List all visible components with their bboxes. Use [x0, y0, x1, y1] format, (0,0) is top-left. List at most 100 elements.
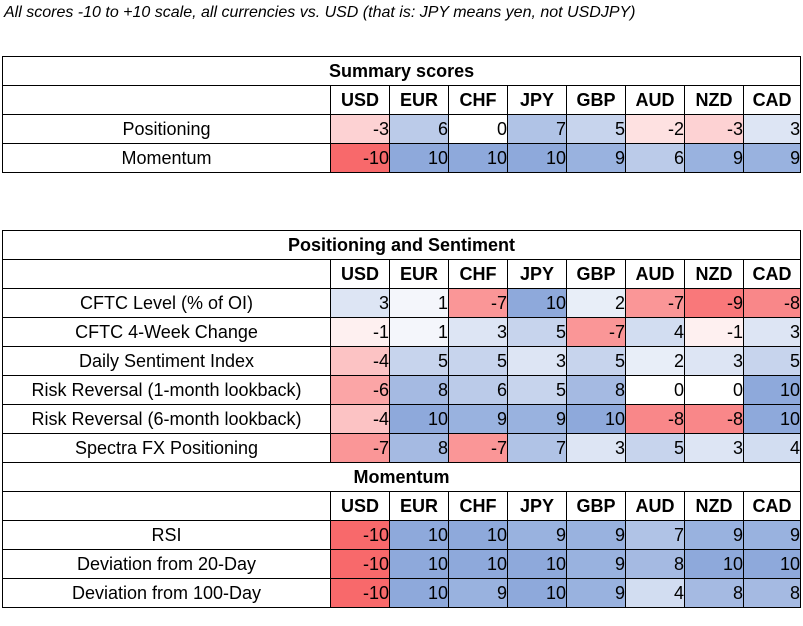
score-cell-aud: 2	[625, 346, 685, 376]
summary-scores-table: Summary scores USD EUR CHF JPY GBP AUD NZD CAD …	[1, 56, 802, 173]
score-cell-usd: -10	[330, 578, 390, 608]
score-cell-eur: 1	[389, 317, 449, 347]
currency-header-usd: USD	[330, 85, 390, 115]
score-cell-gbp: 3	[566, 433, 626, 463]
score-cell-chf: 3	[448, 317, 508, 347]
score-cell-nzd: -8	[684, 404, 744, 434]
table-row: CFTC 4-Week Change -1 1 3 5 -7 4 -1 3	[2, 317, 802, 347]
score-cell-aud: -8	[625, 404, 685, 434]
positioning-currency-header: USD EUR CHF JPY GBP AUD NZD CAD	[2, 259, 802, 289]
score-cell-jpy: 7	[507, 114, 567, 144]
score-cell-jpy: 3	[507, 346, 567, 376]
score-cell-nzd: 0	[684, 375, 744, 405]
score-cell-eur: 6	[389, 114, 449, 144]
currency-header-usd: USD	[330, 491, 390, 521]
score-cell-chf: 10	[448, 143, 508, 173]
currency-header-nzd: NZD	[684, 491, 744, 521]
score-cell-aud: -2	[625, 114, 685, 144]
score-cell-jpy: 9	[507, 404, 567, 434]
score-cell-cad: 5	[742, 346, 802, 376]
score-cell-usd: -6	[330, 375, 390, 405]
score-cell-gbp: 9	[566, 520, 626, 550]
score-cell-eur: 10	[389, 549, 449, 579]
score-cell-gbp: 9	[566, 549, 626, 579]
score-cell-cad: 3	[742, 317, 802, 347]
score-cell-usd: -10	[330, 143, 390, 173]
score-cell-gbp: 9	[566, 578, 626, 608]
score-cell-cad: 4	[742, 433, 802, 463]
row-label: Daily Sentiment Index	[2, 346, 331, 376]
row-label: Deviation from 20-Day	[2, 549, 331, 579]
currency-header-gbp: GBP	[566, 491, 626, 521]
currency-header-jpy: JPY	[507, 491, 567, 521]
score-cell-aud: 4	[625, 578, 685, 608]
score-cell-nzd: 9	[684, 520, 744, 550]
score-cell-usd: -4	[330, 404, 390, 434]
score-cell-cad: 10	[742, 375, 802, 405]
currency-header-eur: EUR	[389, 259, 449, 289]
currency-header-cad: CAD	[742, 85, 802, 115]
score-cell-nzd: 8	[684, 578, 744, 608]
table-row: CFTC Level (% of OI) 3 1 -7 10 2 -7 -9 -8	[2, 288, 802, 318]
currency-header-jpy: JPY	[507, 259, 567, 289]
score-cell-aud: 6	[625, 143, 685, 173]
score-cell-cad: 10	[742, 404, 802, 434]
score-cell-gbp: -7	[566, 317, 626, 347]
score-cell-gbp: 2	[566, 288, 626, 318]
currency-header-gbp: GBP	[566, 259, 626, 289]
score-cell-eur: 10	[389, 520, 449, 550]
score-cell-aud: 5	[625, 433, 685, 463]
score-cell-nzd: 10	[684, 549, 744, 579]
score-cell-aud: 4	[625, 317, 685, 347]
score-cell-usd: -10	[330, 520, 390, 550]
score-cell-chf: 5	[448, 346, 508, 376]
table-row: Risk Reversal (6-month lookback) -4 10 9 9 10…	[2, 404, 802, 434]
table-row: Momentum -10 10 10 10 9 6 9 9	[2, 143, 802, 173]
score-cell-cad: 9	[742, 520, 802, 550]
table-row: Spectra FX Positioning -7 8 -7 7 3 5 3 4	[2, 433, 802, 463]
header-blank-cell	[2, 85, 331, 115]
score-cell-jpy: 10	[507, 143, 567, 173]
score-cell-chf: 6	[448, 375, 508, 405]
score-cell-aud: 0	[625, 375, 685, 405]
table-row: RSI -10 10 10 9 9 7 9 9	[2, 520, 802, 550]
score-cell-chf: 9	[448, 578, 508, 608]
score-cell-eur: 10	[389, 143, 449, 173]
row-label: Risk Reversal (6-month lookback)	[2, 404, 331, 434]
score-cell-nzd: -3	[684, 114, 744, 144]
currency-header-eur: EUR	[389, 491, 449, 521]
score-cell-chf: 10	[448, 549, 508, 579]
score-cell-eur: 8	[389, 433, 449, 463]
table-row: Deviation from 100-Day -10 10 9 10 9 4 8 8	[2, 578, 802, 608]
header-blank-cell	[2, 259, 331, 289]
score-cell-gbp: 9	[566, 143, 626, 173]
score-cell-gbp: 5	[566, 346, 626, 376]
currency-header-aud: AUD	[625, 85, 685, 115]
currency-header-gbp: GBP	[566, 85, 626, 115]
score-cell-gbp: 5	[566, 114, 626, 144]
score-cell-chf: -7	[448, 433, 508, 463]
score-cell-usd: 3	[330, 288, 390, 318]
score-cell-cad: 3	[742, 114, 802, 144]
score-cell-eur: 8	[389, 375, 449, 405]
currency-header-chf: CHF	[448, 491, 508, 521]
row-label: Spectra FX Positioning	[2, 433, 331, 463]
table-row: Daily Sentiment Index -4 5 5 3 5 2 3 5	[2, 346, 802, 376]
score-cell-usd: -10	[330, 549, 390, 579]
row-label: Momentum	[2, 143, 331, 173]
table-row: Deviation from 20-Day -10 10 10 10 9 8 10 10	[2, 549, 802, 579]
score-cell-jpy: 10	[507, 549, 567, 579]
score-cell-chf: 9	[448, 404, 508, 434]
currency-header-eur: EUR	[389, 85, 449, 115]
positioning-title: Positioning and Sentiment	[1, 230, 802, 260]
score-cell-usd: -3	[330, 114, 390, 144]
score-cell-usd: -7	[330, 433, 390, 463]
score-cell-aud: 7	[625, 520, 685, 550]
row-label: Positioning	[2, 114, 331, 144]
score-cell-eur: 10	[389, 404, 449, 434]
score-cell-eur: 10	[389, 578, 449, 608]
currency-header-nzd: NZD	[684, 259, 744, 289]
momentum-title: Momentum	[1, 462, 802, 492]
currency-header-cad: CAD	[742, 491, 802, 521]
score-cell-nzd: -9	[684, 288, 744, 318]
